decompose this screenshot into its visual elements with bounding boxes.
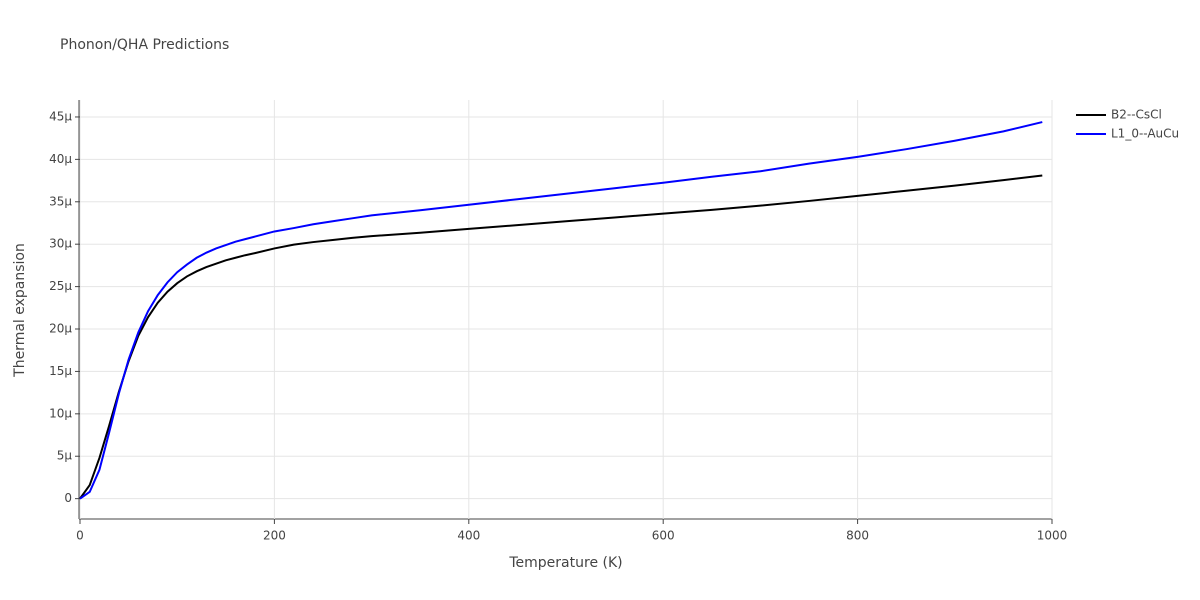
series-line xyxy=(79,121,1043,500)
legend-label: L1_0--AuCu xyxy=(1111,127,1179,141)
y-tick-label: 10µ xyxy=(49,406,72,420)
x-tick-label: 600 xyxy=(652,529,675,543)
y-axis-title: Thermal expansion xyxy=(12,243,28,378)
x-tick-label: 800 xyxy=(846,529,869,543)
y-tick-label: 20µ xyxy=(49,322,72,336)
y-tick-label: 15µ xyxy=(49,364,72,378)
y-tick-label: 0 xyxy=(64,491,72,505)
y-tick-label: 5µ xyxy=(57,449,73,463)
legend-label: B2--CsCl xyxy=(1111,108,1162,122)
x-axis-title: Temperature (K) xyxy=(508,555,622,571)
y-tick-label: 35µ xyxy=(49,194,72,208)
y-tick-label: 25µ xyxy=(49,279,72,293)
x-tick-label: 0 xyxy=(76,529,84,543)
chart-title: Phonon/QHA Predictions xyxy=(60,37,229,53)
x-tick-label: 1000 xyxy=(1037,529,1068,543)
x-tick-label: 400 xyxy=(457,529,480,543)
y-tick-label: 40µ xyxy=(49,152,72,166)
series-line xyxy=(79,174,1043,500)
x-tick-label: 200 xyxy=(263,529,286,543)
y-tick-label: 30µ xyxy=(49,237,72,251)
y-tick-label: 45µ xyxy=(49,109,72,123)
